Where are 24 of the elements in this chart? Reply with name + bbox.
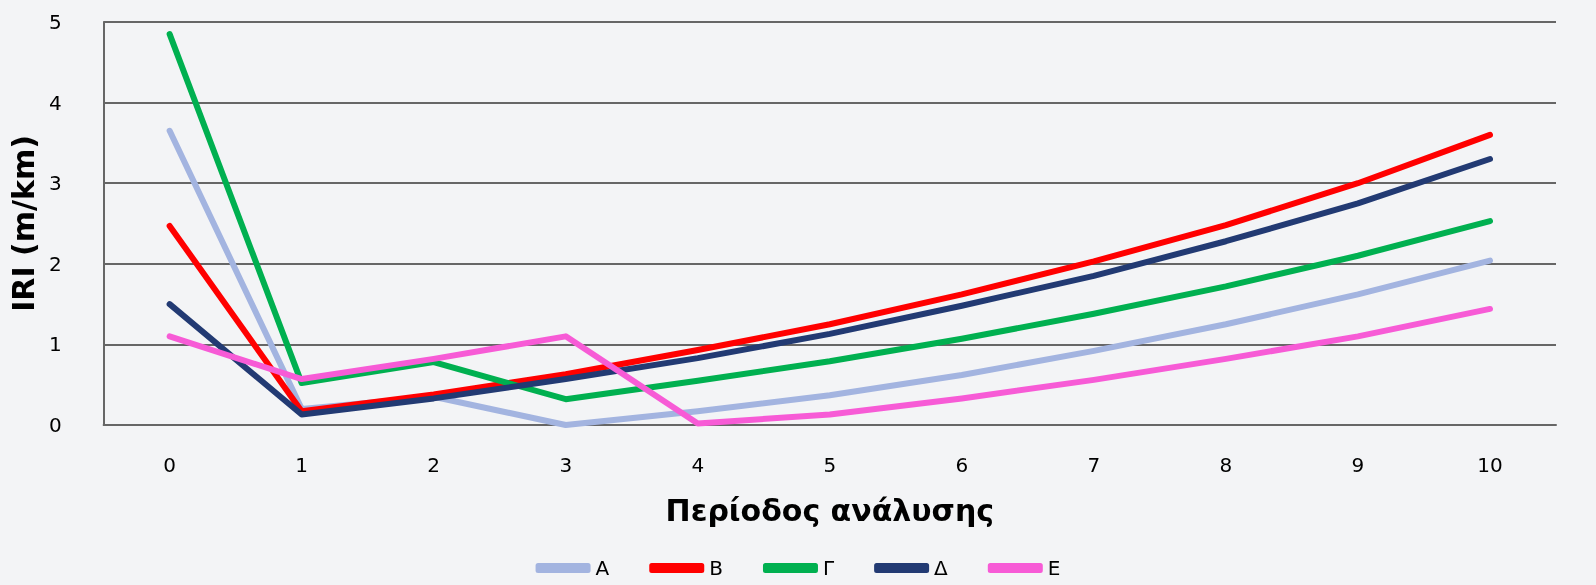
x-tick-label: 9	[1351, 453, 1365, 477]
legend-label: Β	[709, 556, 723, 580]
legend-label: Ε	[1047, 556, 1061, 580]
x-tick-label: 10	[1477, 453, 1503, 477]
x-tick-label: 1	[295, 453, 309, 477]
y-tick-label: 2	[48, 251, 62, 276]
y-tick-label: 5	[48, 10, 62, 34]
x-axis-title: Περίοδος ανάλυσης	[665, 492, 995, 528]
y-tick-label: 3	[48, 171, 62, 196]
x-tick-label: 5	[823, 453, 837, 477]
y-tick-label: 1	[48, 332, 62, 357]
x-tick-label: 7	[1087, 453, 1101, 477]
y-tick-label: 0	[48, 413, 62, 437]
x-tick-label: 8	[1219, 453, 1233, 477]
legend-label: Α	[595, 556, 610, 580]
y-tick-label: 4	[48, 90, 62, 115]
x-tick-label: 3	[559, 453, 573, 477]
x-tick-label: 2	[427, 453, 441, 477]
x-tick-label: 0	[163, 453, 177, 477]
legend-label: Δ	[934, 556, 949, 580]
x-tick-label: 4	[691, 453, 705, 477]
y-axis-title: IRI (m/km)	[5, 135, 41, 312]
x-tick-label: 6	[955, 453, 969, 477]
legend-label: Γ	[822, 556, 835, 580]
